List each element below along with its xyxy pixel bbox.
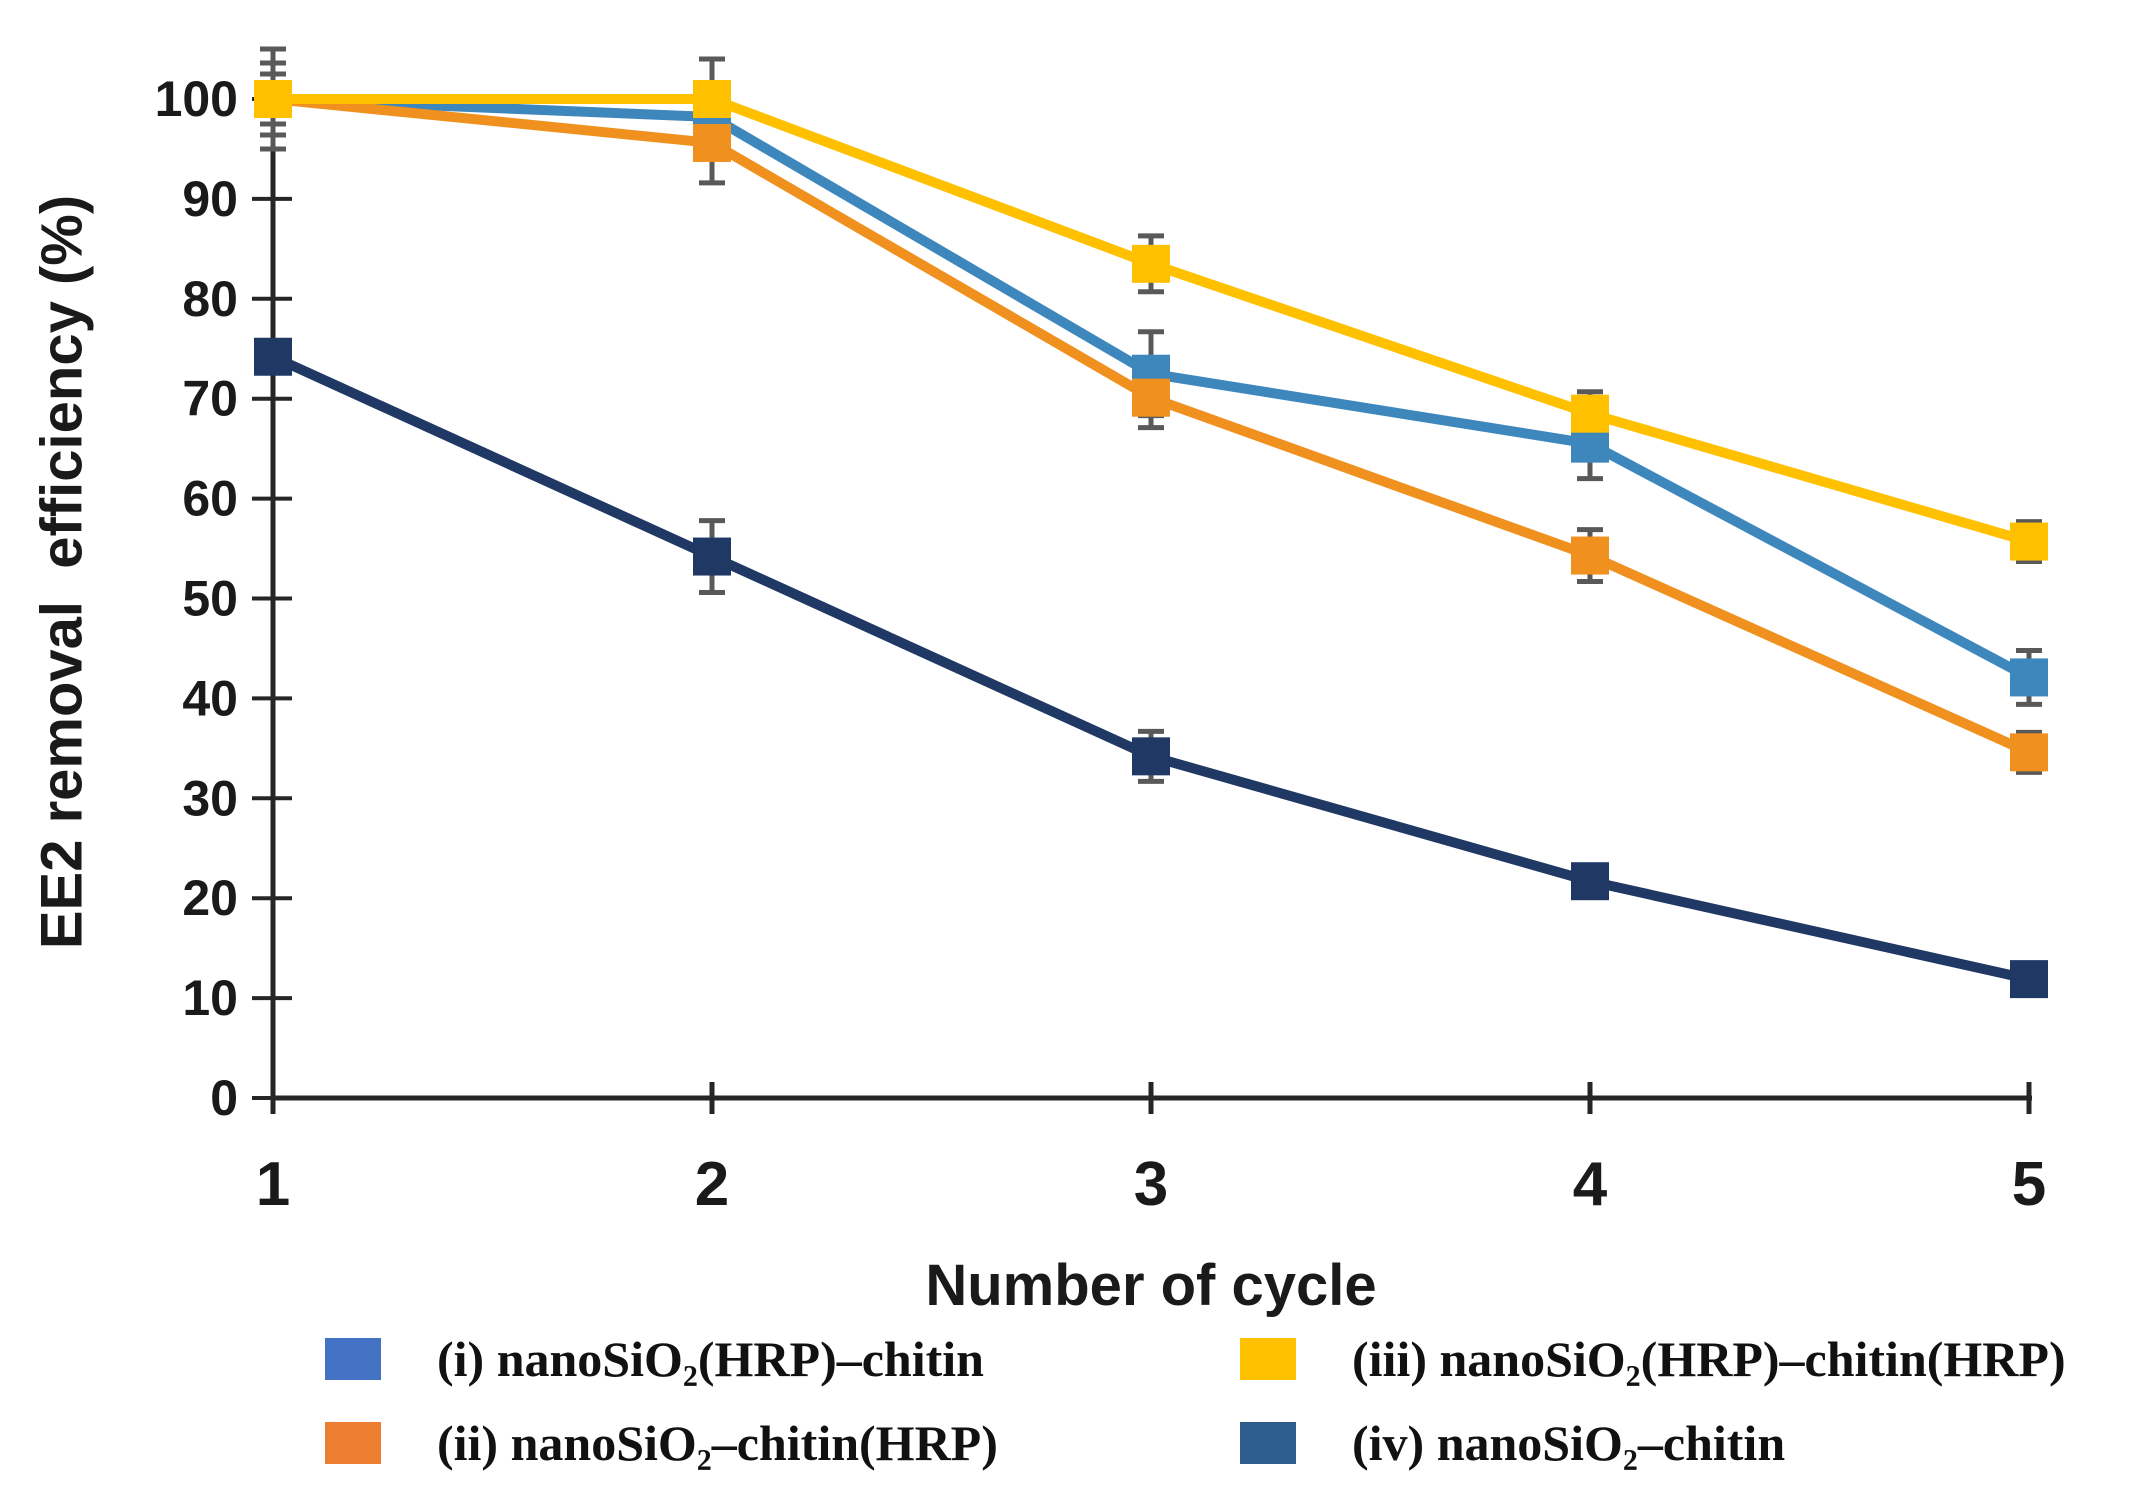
data-point-iv (2010, 960, 2048, 999)
y-tick-label: 100 (155, 71, 238, 127)
y-tick-label: 0 (210, 1070, 238, 1126)
legend: (i) nanoSiO₂(HRP)–chitin (iii) nanoSiO₂(… (325, 1330, 2066, 1472)
y-tick-label: 50 (182, 571, 238, 627)
y-tick-label: 90 (182, 171, 238, 227)
data-point-iv (254, 337, 292, 376)
data-point-ii (1132, 378, 1170, 417)
y-tick-label: 30 (182, 770, 238, 826)
legend-label-i: (i) nanoSiO₂(HRP)–chitin (437, 1331, 984, 1387)
data-point-ii (693, 123, 731, 162)
data-point-ii (2010, 733, 2048, 772)
y-tick-label: 60 (182, 471, 238, 527)
legend-item-iii: (iii) nanoSiO₂(HRP)–chitin(HRP) (1240, 1330, 2066, 1388)
y-tick-label: 40 (182, 670, 238, 726)
x-tick-label: 1 (256, 1150, 290, 1219)
x-tick-label: 5 (2012, 1150, 2046, 1219)
data-point-iii (2010, 522, 2048, 561)
legend-item-ii: (ii) nanoSiO₂–chitin(HRP) (325, 1414, 1240, 1472)
y-tick-label: 20 (182, 870, 238, 926)
data-point-i (2010, 658, 2048, 697)
legend-label-ii: (ii) nanoSiO₂–chitin(HRP) (437, 1415, 998, 1471)
data-point-ii (1571, 536, 1609, 575)
legend-label-iii: (iii) nanoSiO₂(HRP)–chitin(HRP) (1352, 1331, 2066, 1387)
data-point-iv (1132, 737, 1170, 776)
legend-swatch-icon (1240, 1422, 1296, 1464)
y-tick-label: 10 (182, 970, 238, 1026)
data-point-iv (1571, 862, 1609, 901)
series-lines (268, 94, 2034, 985)
legend-swatch-icon (325, 1338, 381, 1380)
data-point-iii (1571, 394, 1609, 433)
x-axis-title: Number of cycle (925, 1253, 1377, 1318)
x-tick-label: 2 (695, 1150, 729, 1219)
legend-swatch-icon (325, 1422, 381, 1464)
y-axis-title: EE2 removal efficiency (%) (29, 194, 95, 950)
legend-swatch-icon (1240, 1338, 1296, 1380)
x-tick-label: 3 (1134, 1150, 1168, 1219)
series-markers (254, 80, 2048, 999)
legend-item-iv: (iv) nanoSiO₂–chitin (1240, 1414, 2066, 1472)
y-tick-label: 70 (182, 371, 238, 427)
legend-item-i: (i) nanoSiO₂(HRP)–chitin (325, 1330, 1240, 1388)
x-tick-label: 4 (1573, 1150, 1608, 1219)
y-tick-label: 80 (182, 271, 238, 327)
data-point-iii (1132, 244, 1170, 283)
data-point-iii (693, 80, 731, 118)
legend-label-iv: (iv) nanoSiO₂–chitin (1352, 1415, 1786, 1471)
data-point-iv (693, 537, 731, 576)
data-point-iii (254, 80, 292, 118)
series-line-iv (268, 351, 2034, 985)
axes: 0 10 20 30 40 50 60 70 80 90 100 1 2 3 4 5 (155, 60, 2046, 1219)
